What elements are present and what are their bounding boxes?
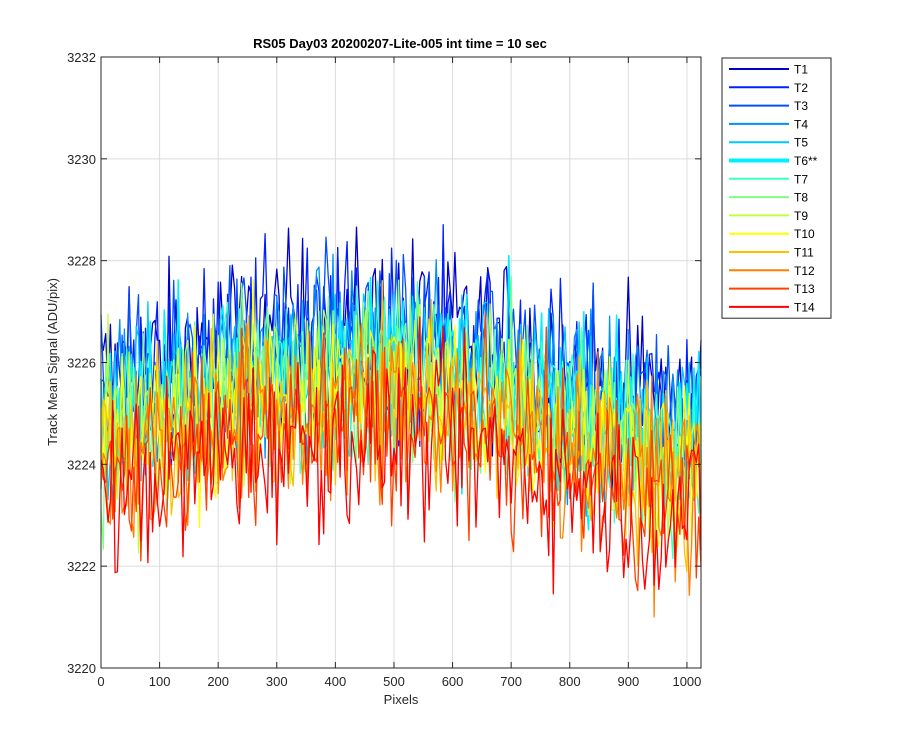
chart-title: RS05 Day03 20200207-Lite-005 int time = … bbox=[253, 36, 547, 51]
legend-label: T11 bbox=[794, 246, 814, 260]
legend-label: T4 bbox=[794, 117, 808, 131]
y-tick-label: 3224 bbox=[67, 457, 96, 472]
y-axis-label: Track Mean Signal (ADU/pix) bbox=[45, 278, 60, 446]
legend-label: T9 bbox=[794, 209, 808, 223]
x-tick-label: 1000 bbox=[672, 674, 701, 689]
x-tick-label: 100 bbox=[149, 674, 171, 689]
y-tick-label: 3228 bbox=[67, 254, 96, 269]
x-tick-label: 800 bbox=[559, 674, 581, 689]
legend-label: T3 bbox=[794, 99, 808, 113]
legend: T1 T2 T3 T4 T5 T6** T7 T8 T9 T10 T11 T12 T13 T14 bbox=[721, 57, 832, 319]
x-tick-label: 500 bbox=[383, 674, 405, 689]
legend-label: T13 bbox=[794, 282, 815, 296]
axis-ticks: 0 100 200 300 400 500 600 700 800 900 1000 3220 3222… bbox=[67, 50, 701, 689]
y-tick-label: 3220 bbox=[67, 661, 96, 676]
x-tick-label: 600 bbox=[442, 674, 464, 689]
legend-label: T8 bbox=[794, 191, 808, 205]
series-line-T14 bbox=[100, 316, 702, 595]
legend-box bbox=[721, 57, 832, 319]
legend-label: T5 bbox=[794, 136, 808, 150]
y-tick-label: 3222 bbox=[67, 559, 96, 574]
series-line-T11 bbox=[100, 280, 702, 573]
y-tick-label: 3230 bbox=[67, 152, 96, 167]
legend-label: T7 bbox=[794, 172, 808, 186]
x-axis-label: Pixels bbox=[384, 692, 419, 707]
x-tick-label: 300 bbox=[266, 674, 288, 689]
x-tick-label: 700 bbox=[500, 674, 522, 689]
x-tick-label: 200 bbox=[207, 674, 229, 689]
x-tick-label: 400 bbox=[325, 674, 347, 689]
x-tick-label: 0 bbox=[97, 674, 104, 689]
y-tick-label: 3232 bbox=[67, 50, 96, 65]
legend-label: T1 bbox=[794, 63, 808, 77]
legend-label: T2 bbox=[794, 81, 808, 95]
y-tick-label: 3226 bbox=[67, 356, 96, 371]
x-tick-label: 900 bbox=[617, 674, 639, 689]
series-line-T13 bbox=[100, 312, 702, 592]
plot-area bbox=[100, 224, 702, 618]
legend-label: T14 bbox=[794, 300, 815, 314]
legend-label: T6** bbox=[794, 154, 818, 168]
legend-label: T12 bbox=[794, 264, 815, 278]
legend-label: T10 bbox=[794, 227, 815, 241]
